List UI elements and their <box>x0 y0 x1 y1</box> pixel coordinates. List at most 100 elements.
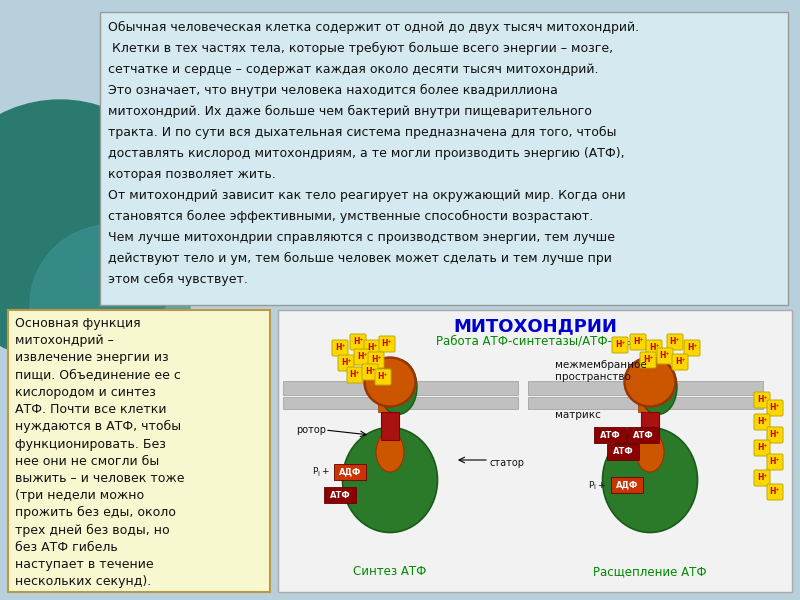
Text: H⁺: H⁺ <box>670 337 680 346</box>
Text: Клетки в тех частях тела, которые требуют больше всего энергии – мозге,: Клетки в тех частях тела, которые требую… <box>108 42 613 55</box>
Text: i: i <box>593 484 595 490</box>
Ellipse shape <box>625 358 675 406</box>
Text: H⁺: H⁺ <box>770 403 780 412</box>
Ellipse shape <box>365 358 415 406</box>
Text: H⁺: H⁺ <box>614 340 626 349</box>
Text: H⁺: H⁺ <box>770 457 780 466</box>
Text: Основная функция
митохондрий –
извлечение энергии из
пищи. Объединение ее с
кисл: Основная функция митохондрий – извлечени… <box>15 317 185 589</box>
Circle shape <box>30 225 190 385</box>
Text: Это означает, что внутри человека находится более квадриллиона: Это означает, что внутри человека находи… <box>108 84 558 97</box>
Text: H⁺: H⁺ <box>770 487 780 496</box>
Text: H⁺: H⁺ <box>770 430 780 439</box>
Text: доставлять кислород митохондриям, а те могли производить энергию (АТФ),: доставлять кислород митохондриям, а те м… <box>108 147 625 160</box>
Text: H⁺: H⁺ <box>757 473 767 482</box>
Text: H⁺: H⁺ <box>350 370 360 379</box>
Text: АТФ: АТФ <box>330 491 350 499</box>
FancyBboxPatch shape <box>684 340 700 356</box>
FancyBboxPatch shape <box>283 397 518 409</box>
Text: H⁺: H⁺ <box>686 343 698 352</box>
Text: H⁺: H⁺ <box>378 372 388 381</box>
FancyBboxPatch shape <box>100 12 788 305</box>
FancyBboxPatch shape <box>667 334 683 350</box>
FancyBboxPatch shape <box>767 454 783 470</box>
Circle shape <box>0 100 190 360</box>
FancyBboxPatch shape <box>767 400 783 416</box>
Text: P: P <box>588 481 594 490</box>
FancyBboxPatch shape <box>283 381 518 395</box>
Text: H⁺: H⁺ <box>642 355 654 364</box>
Text: H⁺: H⁺ <box>353 337 363 346</box>
Ellipse shape <box>379 359 417 415</box>
Text: Работа АТФ-синтетазы/АТФ-азы: Работа АТФ-синтетазы/АТФ-азы <box>435 335 634 348</box>
Text: H⁺: H⁺ <box>674 357 686 366</box>
Text: матрикс: матрикс <box>555 410 601 420</box>
FancyBboxPatch shape <box>528 397 763 409</box>
FancyBboxPatch shape <box>611 477 643 493</box>
Text: сетчатке и сердце – содержат каждая около десяти тысяч митохондрий.: сетчатке и сердце – содержат каждая окол… <box>108 63 598 76</box>
Text: H⁺: H⁺ <box>757 395 767 404</box>
FancyBboxPatch shape <box>362 364 378 380</box>
Text: H⁺: H⁺ <box>757 443 767 452</box>
FancyBboxPatch shape <box>657 348 673 364</box>
FancyBboxPatch shape <box>324 487 356 503</box>
FancyBboxPatch shape <box>754 440 770 456</box>
FancyBboxPatch shape <box>638 382 662 412</box>
Text: тракта. И по сути вся дыхательная система предназначена для того, чтобы: тракта. И по сути вся дыхательная систем… <box>108 126 617 139</box>
Ellipse shape <box>342 427 438 533</box>
Ellipse shape <box>376 432 404 472</box>
Text: которая позволяет жить.: которая позволяет жить. <box>108 168 276 181</box>
Text: +: + <box>321 467 329 476</box>
FancyBboxPatch shape <box>347 367 363 383</box>
Text: АТФ: АТФ <box>633 431 654 439</box>
Text: H⁺: H⁺ <box>633 337 643 346</box>
Text: H⁺: H⁺ <box>370 355 382 364</box>
Text: этом себя чувствует.: этом себя чувствует. <box>108 273 248 286</box>
FancyBboxPatch shape <box>338 355 354 371</box>
Text: становятся более эффективными, умственные способности возрастают.: становятся более эффективными, умственны… <box>108 210 594 223</box>
FancyBboxPatch shape <box>594 427 626 443</box>
FancyBboxPatch shape <box>641 412 659 440</box>
Text: митохондрий. Их даже больше чем бактерий внутри пищеварительного: митохондрий. Их даже больше чем бактерий… <box>108 105 592 118</box>
FancyBboxPatch shape <box>354 349 370 365</box>
FancyBboxPatch shape <box>379 336 395 352</box>
Text: Чем лучше митохондрии справляются с производством энергии, тем лучше: Чем лучше митохондрии справляются с прои… <box>108 231 615 244</box>
Ellipse shape <box>624 357 676 407</box>
FancyBboxPatch shape <box>640 352 656 368</box>
FancyBboxPatch shape <box>627 427 659 443</box>
Text: Расщепление АТФ: Расщепление АТФ <box>593 565 707 578</box>
FancyBboxPatch shape <box>8 310 270 592</box>
Text: H⁺: H⁺ <box>382 339 392 348</box>
Text: H⁺: H⁺ <box>660 351 670 360</box>
FancyBboxPatch shape <box>528 381 763 395</box>
FancyBboxPatch shape <box>334 464 366 480</box>
Text: P: P <box>312 467 318 476</box>
FancyBboxPatch shape <box>672 354 688 370</box>
FancyBboxPatch shape <box>630 334 646 350</box>
Text: От митохондрий зависит как тело реагирует на окружающий мир. Когда они: От митохондрий зависит как тело реагируе… <box>108 189 626 202</box>
Ellipse shape <box>364 357 416 407</box>
FancyBboxPatch shape <box>368 352 384 368</box>
Text: МИТОХОНДРИИ: МИТОХОНДРИИ <box>453 317 617 335</box>
Text: действуют тело и ум, тем больше человек может сделать и тем лучше при: действуют тело и ум, тем больше человек … <box>108 252 612 265</box>
Text: ротор: ротор <box>296 425 326 435</box>
Text: H⁺: H⁺ <box>341 358 351 367</box>
Text: межмембранное
пространство: межмембранное пространство <box>555 360 646 382</box>
FancyBboxPatch shape <box>364 340 380 356</box>
Text: АТФ: АТФ <box>600 431 620 439</box>
FancyBboxPatch shape <box>381 412 399 440</box>
Text: H⁺: H⁺ <box>757 417 767 426</box>
Ellipse shape <box>636 432 664 472</box>
Text: H⁺: H⁺ <box>334 343 346 352</box>
Text: H⁺: H⁺ <box>365 367 375 376</box>
Text: Обычная человеческая клетка содержит от одной до двух тысяч митохондрий.: Обычная человеческая клетка содержит от … <box>108 21 639 34</box>
FancyBboxPatch shape <box>375 369 391 385</box>
FancyBboxPatch shape <box>378 382 402 412</box>
Ellipse shape <box>602 427 698 533</box>
Ellipse shape <box>639 359 677 415</box>
FancyBboxPatch shape <box>754 470 770 486</box>
Text: +: + <box>597 481 605 490</box>
FancyBboxPatch shape <box>332 340 348 356</box>
FancyBboxPatch shape <box>754 392 770 408</box>
Text: АТФ: АТФ <box>613 448 634 457</box>
FancyBboxPatch shape <box>607 444 639 460</box>
